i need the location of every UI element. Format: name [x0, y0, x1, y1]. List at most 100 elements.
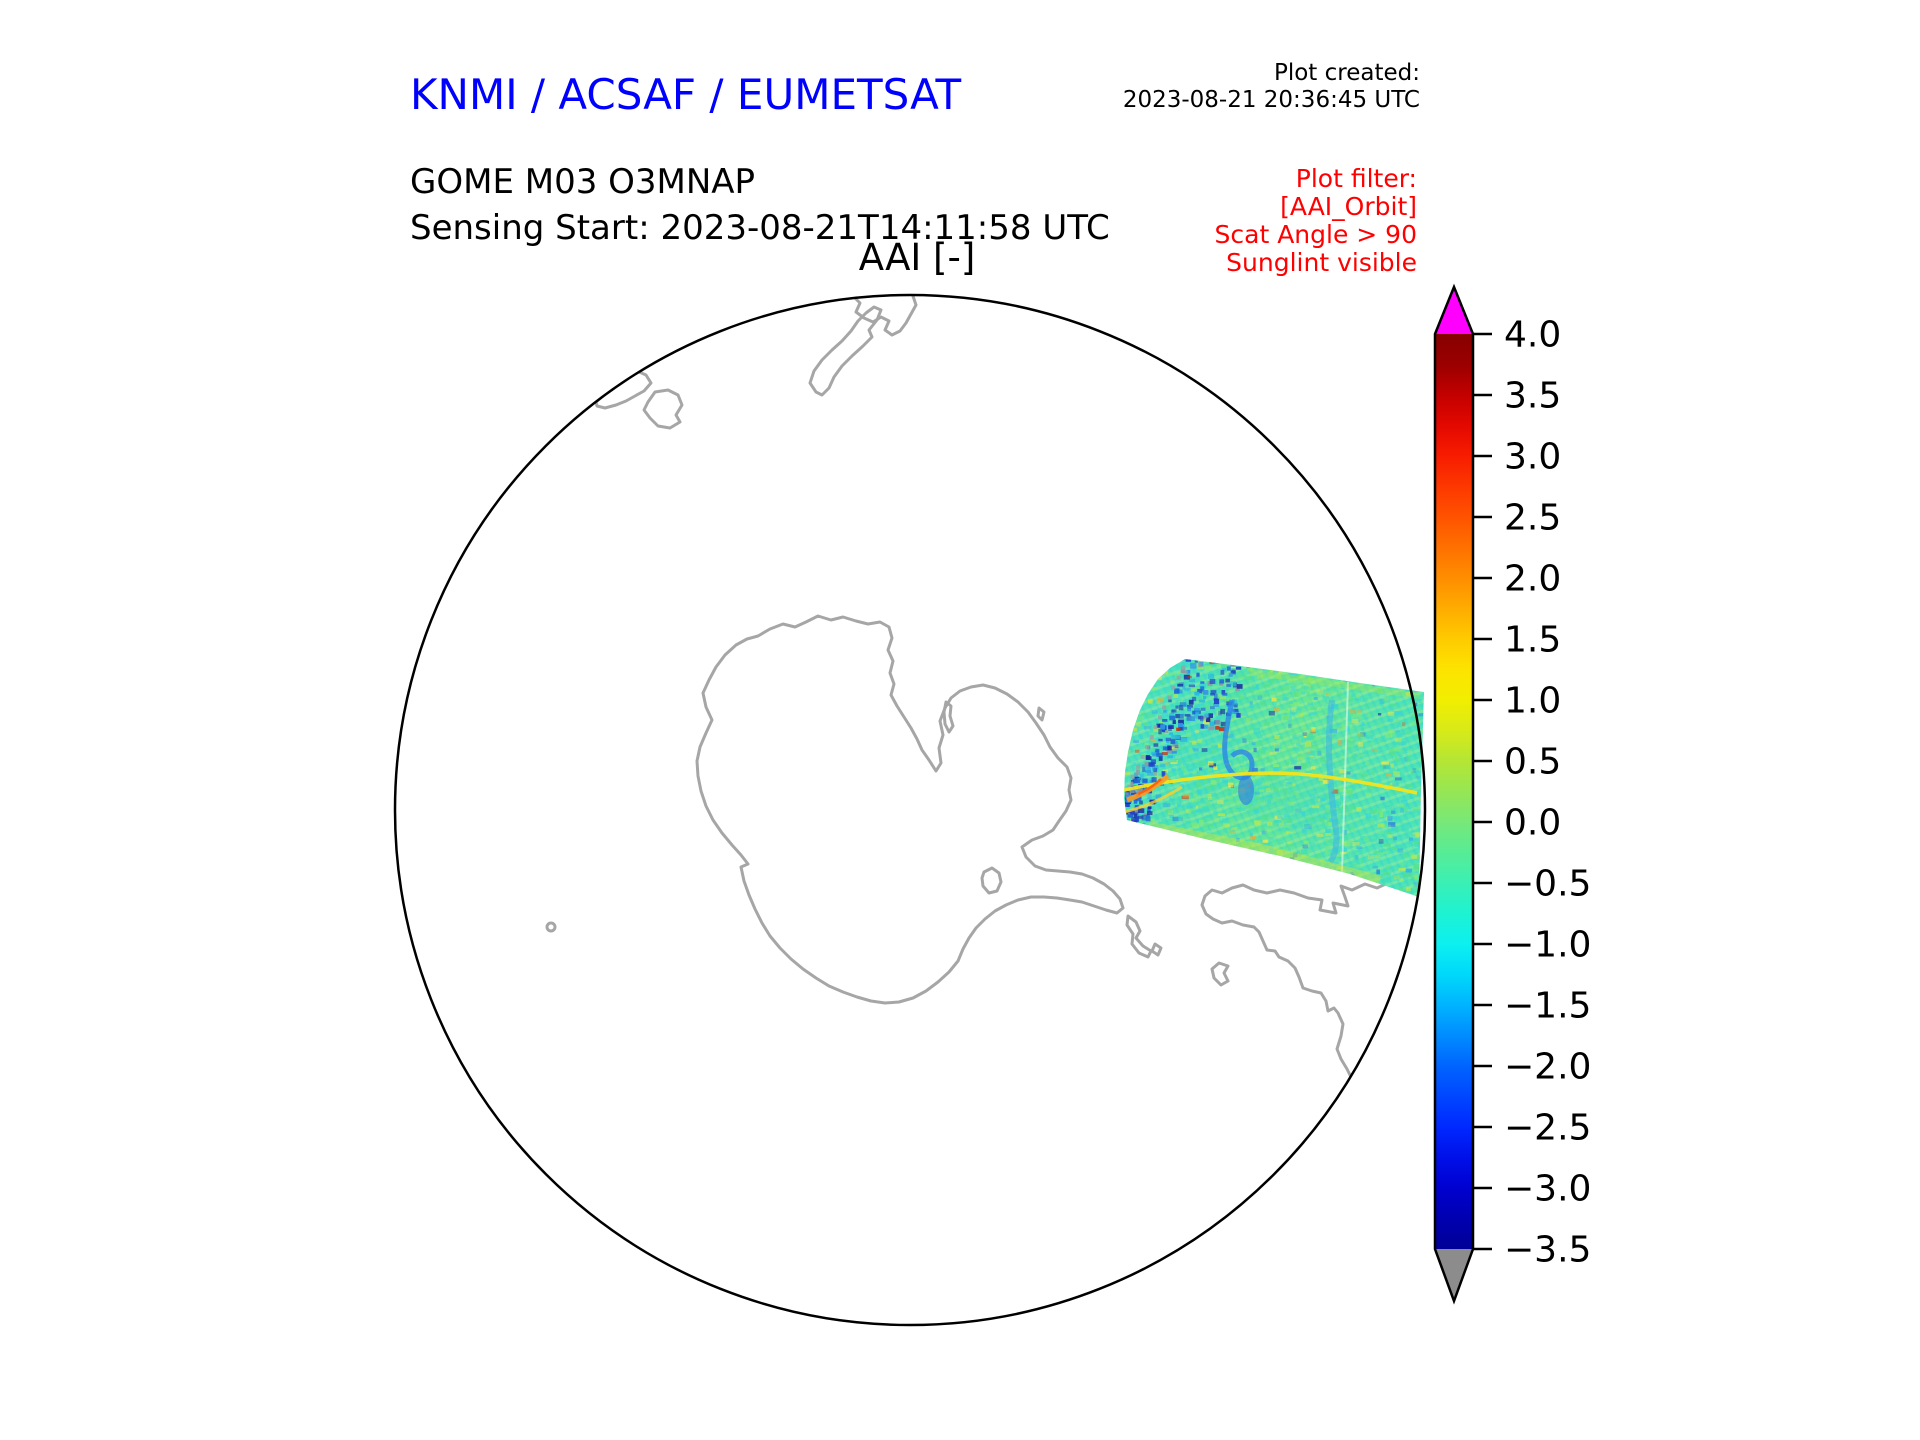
- swath-noise-pixel: [1417, 788, 1422, 791]
- swath-noise-pixel: [1378, 713, 1382, 716]
- swath-noise-pixel: [1141, 764, 1147, 768]
- swath-noise-pixel: [1385, 773, 1392, 777]
- swath-noise-pixel: [1175, 828, 1180, 832]
- swath-noise-pixel: [1294, 702, 1300, 706]
- swath-noise-pixel: [1300, 753, 1307, 758]
- plot-filter-block: Plot filter: [AAI_Orbit] Scat Angle > 90…: [1215, 165, 1417, 277]
- swath-noise-pixel: [1217, 800, 1224, 805]
- swath-noise-pixel: [1184, 659, 1189, 660]
- swath-noise-pixel: [1293, 852, 1298, 858]
- swath-noise-pixel: [1203, 779, 1208, 784]
- swath-noise-pixel: [1208, 797, 1213, 800]
- swath-noise-pixel: [1180, 709, 1185, 714]
- swath-noise-pixel: [1186, 805, 1193, 809]
- colorbar-tick-label: −1.0: [1504, 925, 1591, 966]
- swath-noise-pixel: [1397, 848, 1404, 853]
- swath-noise-pixel: [1378, 750, 1386, 754]
- swath-noise-pixel: [1167, 695, 1172, 700]
- swath-noise-pixel: [1260, 751, 1265, 754]
- swath-noise-pixel: [1313, 697, 1318, 700]
- swath-noise-pixel: [1155, 775, 1163, 781]
- swath-noise-pixel: [1221, 664, 1229, 669]
- swath-noise-pixel: [1160, 724, 1166, 730]
- swath-noise-pixel: [1136, 746, 1141, 750]
- swath-noise-pixel: [1190, 693, 1195, 698]
- swath-noise-pixel: [1336, 866, 1344, 870]
- swath-noise-pixel: [1277, 713, 1281, 719]
- swath-noise-pixel: [1128, 749, 1133, 754]
- swath-noise-pixel: [1277, 696, 1281, 699]
- swath-noise-pixel: [1204, 789, 1209, 794]
- swath-noise-pixel: [1142, 767, 1146, 772]
- swath-noise-pixel: [1414, 875, 1419, 880]
- swath-noise-pixel: [1194, 712, 1199, 716]
- swath-noise-pixel: [1361, 860, 1364, 863]
- swath-noise-pixel: [1181, 795, 1189, 799]
- swath-noise-pixel: [1360, 835, 1367, 840]
- swath-noise-pixel: [1150, 759, 1156, 765]
- swath-noise-pixel: [1179, 702, 1187, 707]
- swath-noise-pixel: [1148, 762, 1155, 767]
- swath-noise-pixel: [1189, 740, 1197, 744]
- swath-noise-pixel: [1300, 849, 1307, 855]
- swath-noise-pixel: [1134, 749, 1140, 753]
- swath-noise-pixel: [1388, 712, 1395, 716]
- swath-noise-pixel: [1198, 740, 1206, 745]
- swath-noise-pixel: [1239, 767, 1246, 771]
- coastline-island-sliver: [942, 700, 955, 734]
- swath-noise-pixel: [1362, 749, 1369, 754]
- swath-noise-pixel: [1365, 813, 1372, 819]
- colorbar-tick-label: −2.5: [1504, 1108, 1591, 1149]
- swath-noise-pixel: [1283, 794, 1288, 800]
- swath-noise-pixel: [1200, 707, 1206, 711]
- swath-noise-pixel: [1415, 775, 1423, 779]
- swath-noise-pixel: [1417, 843, 1422, 848]
- coastline-south-america: [1200, 875, 1426, 1081]
- swath-noise-pixel: [1399, 846, 1404, 851]
- swath-noise-pixel: [1416, 777, 1424, 781]
- swath-noise-pixel: [1260, 763, 1265, 768]
- swath-noise-pixel: [1401, 827, 1409, 832]
- swath-noise-pixel: [1301, 828, 1308, 834]
- swath-noise-pixel: [1309, 807, 1315, 813]
- swath-noise-pixel: [1248, 733, 1253, 737]
- swath-noise-pixel: [1153, 743, 1159, 747]
- swath-noise-pixel: [1304, 857, 1312, 863]
- swath-noise-pixel: [1402, 722, 1406, 727]
- swath-noise-pixel: [1393, 827, 1401, 831]
- swath-noise-pixel: [1137, 808, 1145, 813]
- swath-noise-pixel: [1196, 673, 1200, 678]
- swath-noise-pixel: [1211, 750, 1217, 754]
- swath-noise-pixel: [1257, 799, 1265, 804]
- swath-noise-pixel: [1149, 726, 1156, 731]
- swath-noise-pixel: [1256, 780, 1262, 786]
- swath-noise-pixel: [1339, 788, 1347, 792]
- swath-noise-pixel: [1180, 784, 1185, 789]
- colorbar-tick-label: −1.5: [1504, 986, 1591, 1027]
- swath-blue-streak: [1326, 699, 1340, 865]
- swath-noise-pixel: [1322, 786, 1330, 790]
- swath-noise-pixel: [1153, 764, 1159, 770]
- swath-noise-pixel: [1376, 688, 1381, 693]
- swath-noise-pixel: [1235, 804, 1241, 809]
- swath-noise-pixel: [1225, 678, 1230, 683]
- swath-noise-pixel: [1325, 833, 1332, 836]
- swath-noise-pixel: [1292, 681, 1300, 685]
- swath-noise-pixel: [1202, 823, 1210, 828]
- swath-noise-pixel: [1137, 815, 1144, 819]
- swath-noise-pixel: [1376, 852, 1384, 856]
- swath-noise-pixel: [1412, 809, 1420, 813]
- swath-noise-pixel: [1283, 715, 1288, 721]
- swath-noise-pixel: [1341, 851, 1347, 855]
- swath-noise-pixel: [1246, 717, 1251, 723]
- swath-noise-pixel: [1326, 794, 1332, 799]
- swath-noise-pixel: [1341, 758, 1346, 761]
- swath-noise-pixel: [1324, 863, 1329, 869]
- swath-noise-pixel: [1223, 699, 1232, 703]
- swath-noise-pixel: [1215, 725, 1220, 730]
- swath-noise-pixel: [1222, 817, 1230, 823]
- colorbar-tick-label: 2.0: [1504, 559, 1561, 600]
- swath-noise-pixel: [1226, 666, 1231, 671]
- swath-noise-pixel: [1165, 737, 1172, 742]
- swath-noise-pixel: [1200, 715, 1204, 722]
